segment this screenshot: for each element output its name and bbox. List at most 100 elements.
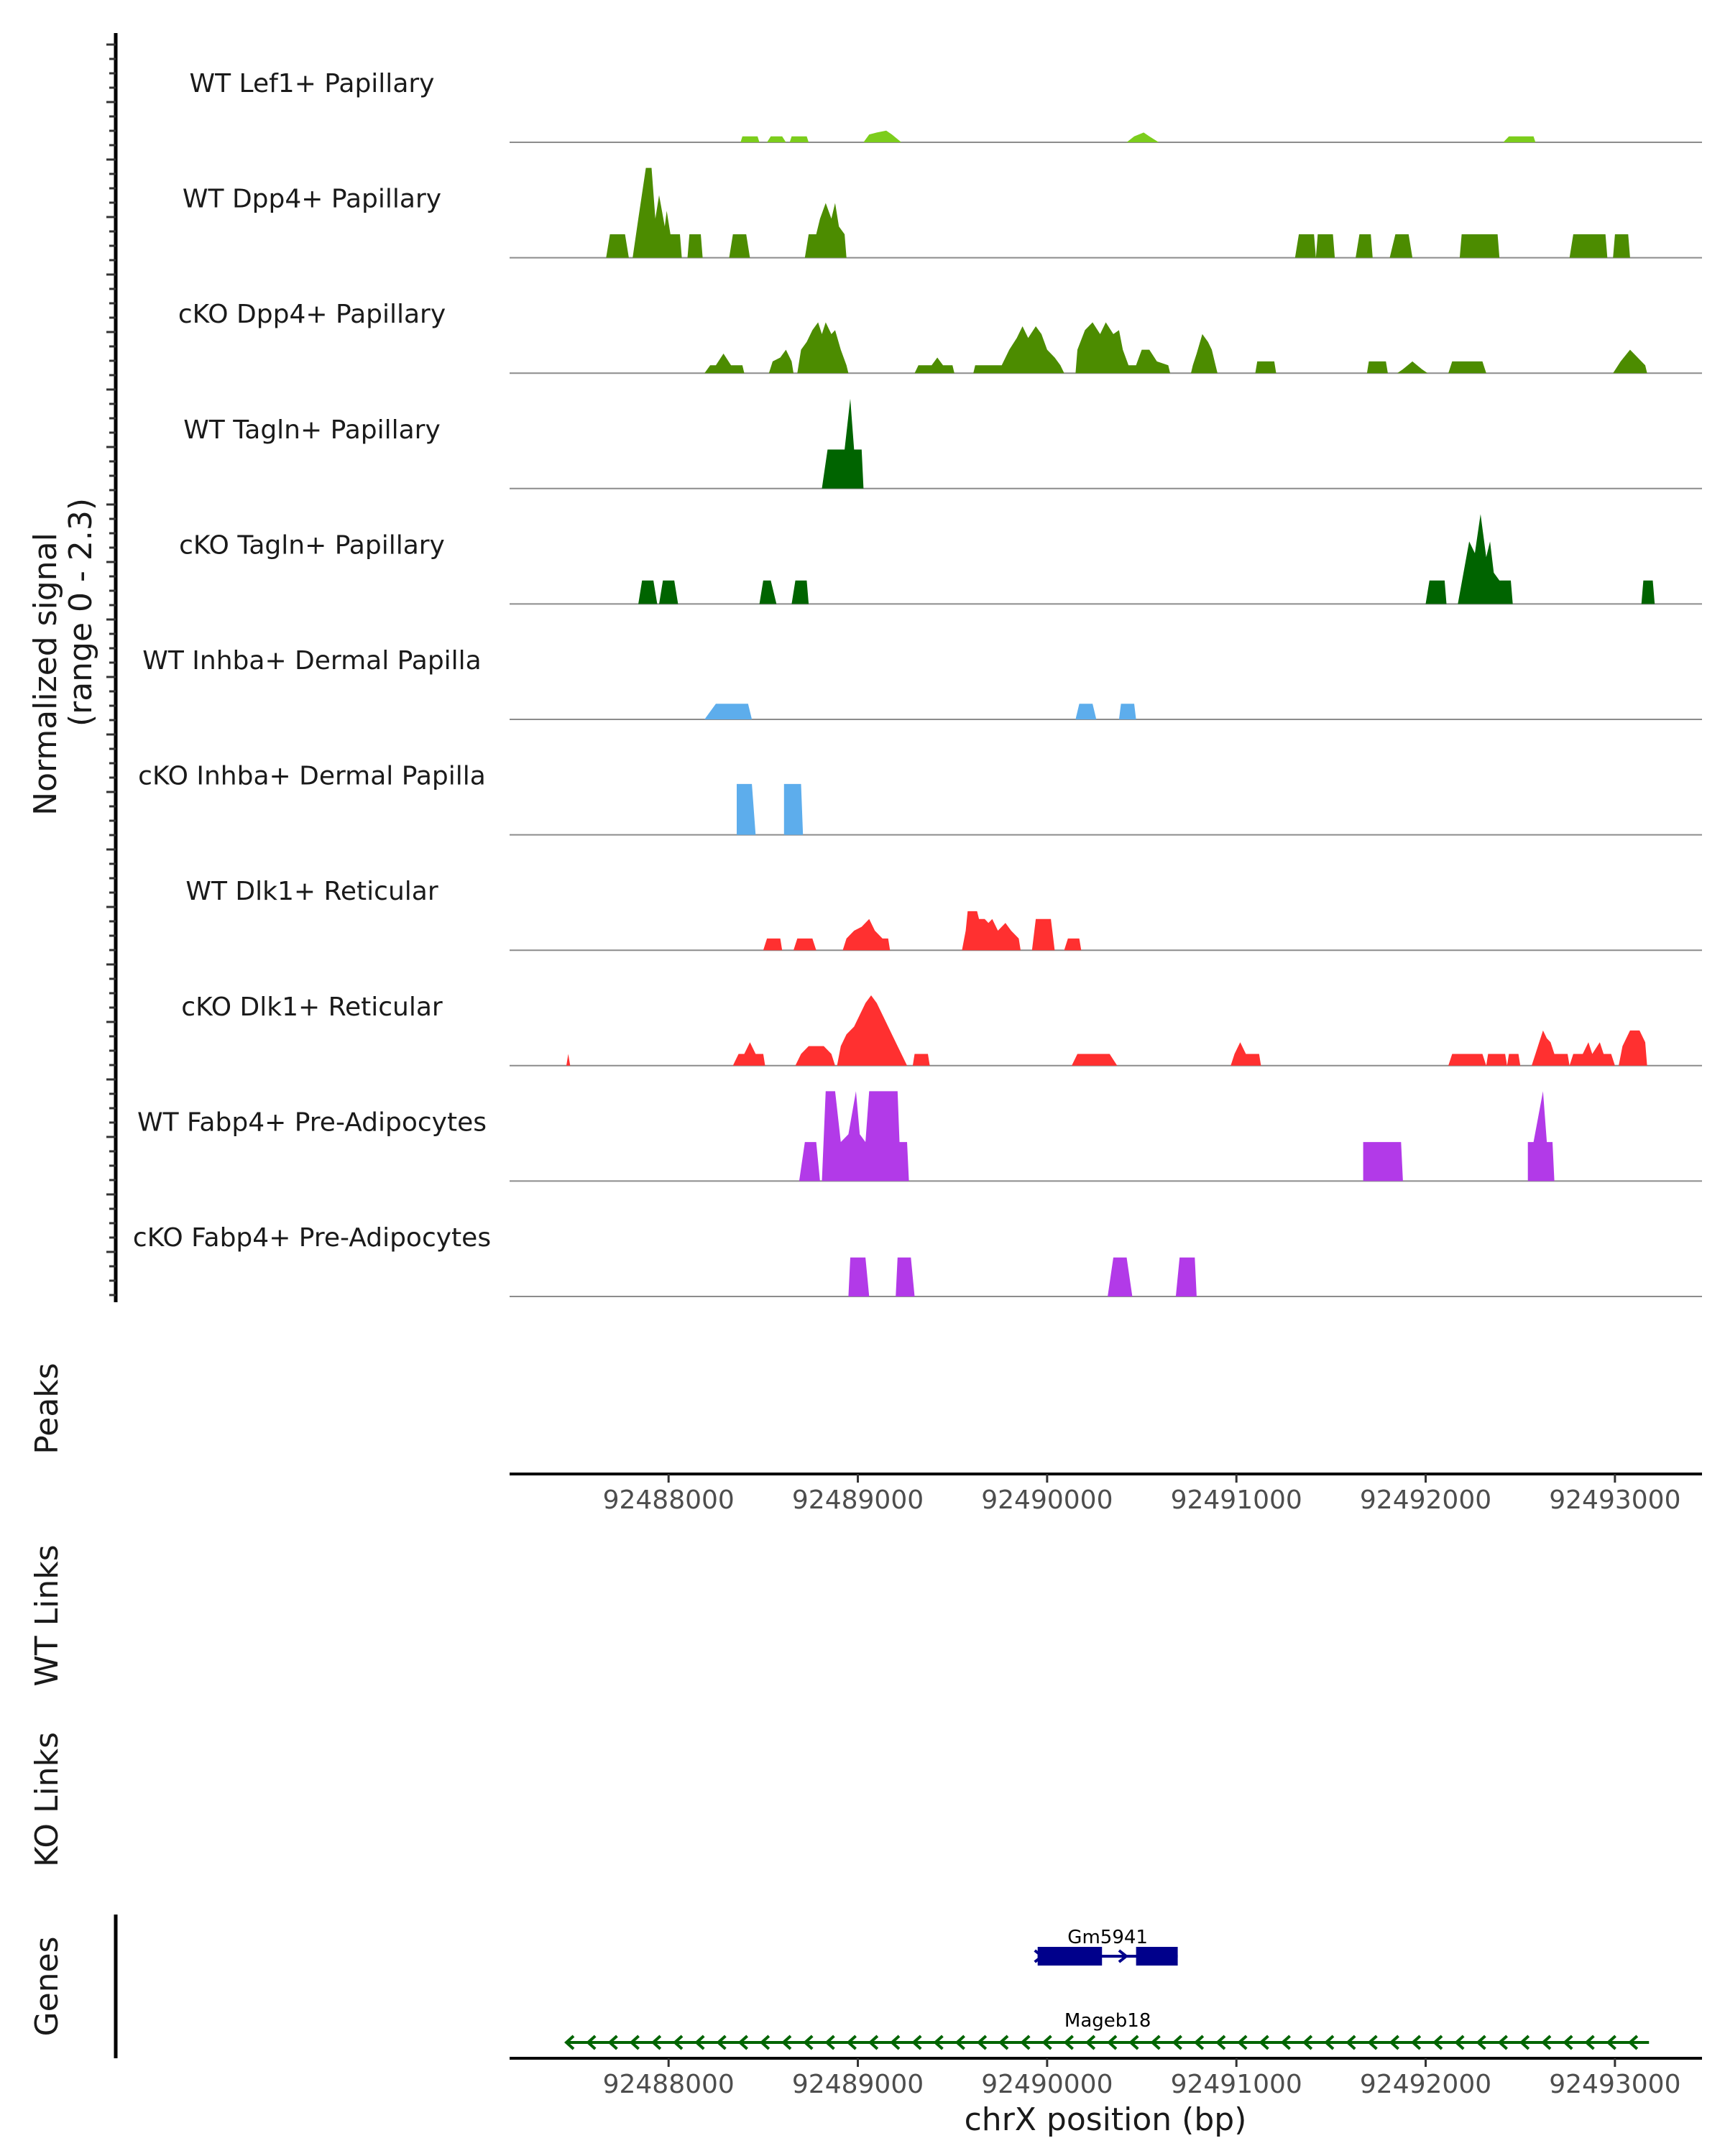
wt-links-panel-label: WT Links	[29, 1544, 65, 1686]
signal-area	[822, 398, 864, 489]
strand-arrow	[1172, 2035, 1182, 2050]
strand-arrow	[1302, 2035, 1313, 2050]
track-label: cKO Dpp4+ Papillary	[178, 300, 446, 329]
strand-arrow	[1107, 2035, 1118, 2050]
strand-arrow	[1041, 2035, 1052, 2050]
strand-arrow	[1020, 2035, 1031, 2050]
gene-name: Mageb18	[1064, 2010, 1151, 2032]
signal-area	[704, 322, 1647, 374]
strand-arrow	[1085, 2035, 1096, 2050]
coverage-tracks: WT Lef1+ Papillary WT Dpp4+ Papillary cKO …	[133, 69, 1702, 1297]
track-label: cKO Tagln+ Papillary	[179, 530, 445, 560]
strand-arrow	[1519, 2035, 1530, 2050]
strand-arrow	[1324, 2035, 1335, 2050]
strand-arrow	[1410, 2035, 1422, 2050]
x-tick-label: 92492000	[1360, 1485, 1491, 1515]
genes-x-ticks: 92488000 92489000 92490000 92491000 92492000…	[603, 2058, 1680, 2099]
strand-arrow	[1150, 2035, 1161, 2050]
track-wt-dpp4-papillary: WT Dpp4+ Papillary	[183, 167, 1702, 259]
strand-arrow	[629, 2035, 640, 2050]
y-axis-ticks	[106, 43, 116, 1296]
track-label: WT Tagln+ Papillary	[183, 415, 441, 445]
signal-area	[638, 514, 1655, 604]
strand-arrow	[846, 2035, 857, 2050]
track-wt-lef1-papillary: WT Lef1+ Papillary	[190, 69, 1702, 143]
x-tick-label: 92488000	[603, 1485, 735, 1515]
peaks-panel-label: Peaks	[29, 1363, 65, 1454]
strand-arrow	[1237, 2035, 1248, 2050]
track-label: WT Fabp4+ Pre-Adipocytes	[137, 1107, 487, 1137]
strand-arrow	[1367, 2035, 1378, 2050]
gene-exon	[1037, 1947, 1103, 1966]
strand-arrow	[759, 2035, 770, 2050]
x-tick-label: 92491000	[1171, 2070, 1302, 2099]
gene-mageb18: Mageb18	[564, 2010, 1650, 2050]
strand-arrow	[1063, 2035, 1074, 2050]
track-cko-tagln-papillary: cKO Tagln+ Papillary	[179, 514, 1702, 605]
strand-arrow	[737, 2035, 748, 2050]
track-wt-inhba-dermal-papilla: WT Inhba+ Dermal Papilla	[142, 646, 1702, 720]
track-label: WT Inhba+ Dermal Papilla	[142, 646, 481, 676]
track-wt-tagln-papillary: WT Tagln+ Papillary	[183, 398, 1702, 489]
strand-arrow	[673, 2035, 684, 2050]
x-tick-label: 92489000	[792, 2070, 924, 2099]
track-label: cKO Fabp4+ Pre-Adipocytes	[133, 1223, 491, 1253]
x-tick-label: 92490000	[981, 1485, 1113, 1515]
strand-arrow	[1128, 2035, 1139, 2050]
track-label: WT Dpp4+ Papillary	[183, 185, 441, 214]
strand-arrow	[976, 2035, 988, 2050]
strand-arrow	[1389, 2035, 1399, 2050]
x-tick-label: 92493000	[1549, 2070, 1680, 2099]
signal-area	[704, 704, 1136, 719]
strand-arrow	[824, 2035, 835, 2050]
peaks-x-ticks: 92488000 92489000 92490000 92491000 92492000…	[603, 1474, 1680, 1515]
track-cko-fabp4-pre-adipocytes: cKO Fabp4+ Pre-Adipocytes	[133, 1223, 1702, 1297]
strand-arrow	[1627, 2035, 1639, 2050]
x-tick-label: 92488000	[603, 2070, 735, 2099]
gene-annotations: Gm5941 Mageb18	[564, 1927, 1650, 2050]
strand-arrow	[803, 2035, 814, 2050]
strand-arrow	[998, 2035, 1009, 2050]
strand-arrow	[564, 2035, 575, 2050]
strand-arrow	[1606, 2035, 1616, 2050]
strand-arrow	[911, 2035, 922, 2050]
track-cko-inhba-dermal-papilla: cKO Inhba+ Dermal Papilla	[138, 762, 1702, 836]
strand-arrow	[1259, 2035, 1269, 2050]
signal-area	[848, 1257, 1197, 1296]
track-cko-dpp4-papillary: cKO Dpp4+ Papillary	[178, 300, 1702, 374]
track-label: cKO Inhba+ Dermal Papilla	[138, 762, 486, 791]
ko-links-panel-label: KO Links	[29, 1732, 65, 1867]
strand-arrow	[1497, 2035, 1508, 2050]
strand-arrow	[868, 2035, 879, 2050]
strand-arrow	[1193, 2035, 1205, 2050]
signal-area	[799, 1091, 1555, 1181]
track-wt-dlk1-reticular: WT Dlk1+ Reticular	[185, 877, 1702, 952]
genes-panel-label: Genes	[29, 1936, 65, 2036]
strand-arrow	[716, 2035, 727, 2050]
strand-arrow	[1346, 2035, 1356, 2050]
signal-area	[566, 995, 1647, 1066]
strand-arrow	[1454, 2035, 1465, 2050]
x-tick-label: 92491000	[1171, 1485, 1302, 1515]
gene-gm5941: Gm5941	[1034, 1927, 1178, 1966]
strand-arrow	[1034, 1949, 1044, 1963]
strand-arrow	[650, 2035, 662, 2050]
strand-arrow	[954, 2035, 965, 2050]
strand-arrow	[1280, 2035, 1291, 2050]
strand-arrow	[607, 2035, 618, 2050]
strand-arrow	[694, 2035, 705, 2050]
strand-arrow	[1476, 2035, 1486, 2050]
signal-area	[740, 130, 1536, 142]
signal-area	[763, 911, 1082, 951]
track-wt-fabp4-pre-adipocytes: WT Fabp4+ Pre-Adipocytes	[137, 1091, 1702, 1182]
track-label: WT Lef1+ Papillary	[190, 69, 435, 98]
y-axis-range-label: (range 0 - 2.3)	[63, 498, 99, 727]
strand-arrow	[781, 2035, 792, 2050]
strand-arrow	[1215, 2035, 1226, 2050]
gene-exon	[1136, 1947, 1178, 1966]
gene-name: Gm5941	[1067, 1927, 1148, 1948]
y-axis-title: Normalized signal	[27, 533, 64, 816]
strand-arrow	[1118, 1949, 1129, 1963]
strand-arrow	[586, 2035, 597, 2050]
